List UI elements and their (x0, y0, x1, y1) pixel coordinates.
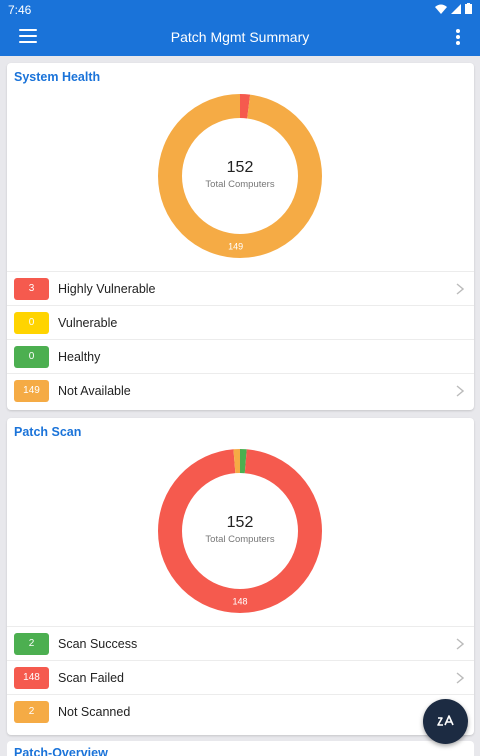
scan-row-not-scanned[interactable]: 2 Not Scanned (7, 694, 474, 728)
battery-icon (465, 3, 472, 14)
patch-scan-title: Patch Scan (14, 425, 82, 439)
patch-scan-total: 152 (226, 514, 254, 531)
count-badge: 149 (14, 380, 49, 402)
page-title: Patch Mgmt Summary (170, 29, 310, 45)
patch-scan-card: Patch Scan 148 152 Total Computers 2 Sca… (7, 418, 474, 735)
count-badge: 148 (14, 667, 49, 689)
row-label: Highly Vulnerable (58, 282, 156, 296)
row-label: Scan Failed (58, 671, 125, 685)
row-label: Vulnerable (58, 316, 118, 330)
count-badge: 0 (14, 346, 49, 368)
health-row-vulnerable: 0 Vulnerable (7, 305, 474, 339)
system-health-donut: 149 152 Total Computers (157, 93, 323, 259)
signal-icon (451, 3, 461, 14)
scan-slice-not_scanned (158, 449, 322, 613)
status-icons (435, 3, 472, 14)
menu-icon[interactable] (19, 29, 37, 45)
status-time: 7:46 (8, 3, 32, 17)
scan-row-failed[interactable]: 148 Scan Failed (7, 660, 474, 694)
count-badge: 2 (14, 701, 49, 723)
system-health-total: 152 (226, 159, 254, 176)
row-label: Not Scanned (58, 705, 131, 719)
health-slice-label: 149 (228, 241, 243, 251)
chevron-right-icon (456, 672, 464, 684)
wifi-icon (435, 4, 447, 14)
scan-slice-label: 148 (232, 597, 247, 607)
patch-overview-title: Patch-Overview (14, 746, 108, 756)
count-badge: 2 (14, 633, 49, 655)
health-slice-not_available (158, 94, 322, 258)
zoho-assist-fab[interactable] (423, 699, 468, 744)
patch-scan-total-label: Total Computers (205, 534, 275, 545)
chevron-right-icon (456, 638, 464, 650)
row-label: Not Available (58, 384, 131, 398)
health-row-healthy: 0 Healthy (7, 339, 474, 373)
status-bar: 7:46 (0, 0, 480, 20)
scan-slice-scan_failed (158, 449, 322, 613)
row-label: Scan Success (58, 637, 138, 651)
count-badge: 3 (14, 278, 49, 300)
system-health-total-label: Total Computers (205, 179, 275, 190)
assist-icon (437, 715, 454, 726)
patch-scan-donut: 148 152 Total Computers (157, 448, 323, 614)
scan-row-success[interactable]: 2 Scan Success (7, 626, 474, 660)
chevron-right-icon (456, 283, 464, 295)
row-label: Healthy (58, 350, 101, 364)
patch-overview-card: Patch-Overview (7, 741, 474, 756)
health-row-not-available[interactable]: 149 Not Available (7, 373, 474, 407)
system-health-title: System Health (14, 70, 101, 84)
app-bar: Patch Mgmt Summary (0, 20, 480, 56)
count-badge: 0 (14, 312, 49, 334)
more-options-icon[interactable] (456, 29, 460, 45)
system-health-card: System Health 149 152 Total Computers 3 … (7, 63, 474, 410)
chevron-right-icon (456, 385, 464, 397)
health-row-highly-vulnerable[interactable]: 3 Highly Vulnerable (7, 271, 474, 305)
